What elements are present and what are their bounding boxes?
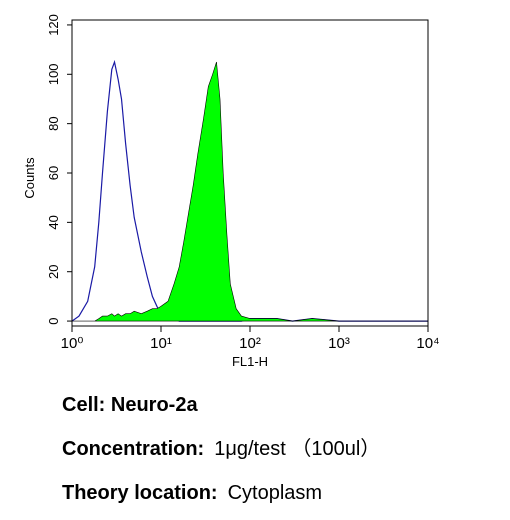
note-label: Theory location: — [62, 482, 218, 504]
x-tick-label: 10⁴ — [416, 335, 439, 352]
y-tick-label: 80 — [46, 116, 61, 130]
x-tick-label: 10² — [239, 335, 261, 352]
chart: FL1-H Counts 0 20 40 60 80 100 120 10⁰ 10¹ 10² 10³… — [22, 14, 440, 369]
x-tick-label: 10¹ — [150, 335, 172, 352]
y-tick-label: 100 — [46, 63, 61, 85]
note: Concentration: 1μg/test （100ul） — [62, 432, 380, 476]
y-tick-label: 40 — [46, 215, 61, 229]
note-label: Cell: Neuro-2a — [62, 394, 198, 416]
y-axis-label: Counts — [22, 157, 37, 199]
x-tick-label: 10³ — [328, 335, 350, 352]
y-tick-label: 20 — [46, 264, 61, 278]
note-value: Cytoplasm — [227, 482, 323, 504]
note: Theory location: Cytoplasm — [62, 476, 380, 520]
histogram-area — [71, 61, 429, 322]
y-tick-label: 120 — [46, 14, 61, 36]
y-tick-label: 60 — [46, 166, 61, 180]
histogram-line — [71, 59, 428, 322]
y-tick-label: 0 — [46, 317, 61, 324]
x-axis-label: FL1-H — [232, 354, 268, 369]
note-value: 1μg/test （100ul） — [214, 438, 381, 460]
note-label: Concentration: — [62, 438, 205, 460]
notes: Cell: Neuro-2a Concentration: 1μg/test （10… — [62, 388, 380, 520]
plot-frame — [71, 19, 429, 327]
note: Cell: Neuro-2a — [62, 388, 380, 432]
x-tick-label: 10⁰ — [61, 335, 84, 352]
